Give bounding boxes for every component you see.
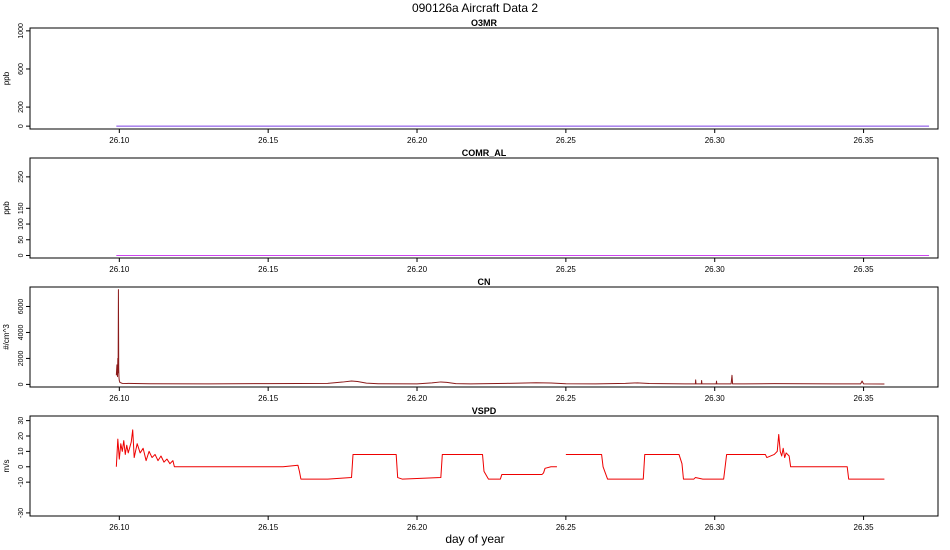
x-tick-label: 26.30 xyxy=(705,394,726,403)
x-tick-label: 26.20 xyxy=(407,394,428,403)
y-tick-label: 250 xyxy=(18,171,25,183)
x-tick-label: 26.15 xyxy=(258,136,279,145)
panel-title: O3MR xyxy=(471,18,498,28)
panel-title: COMR_AL xyxy=(462,148,507,158)
y-tick-label: 0 xyxy=(18,382,25,386)
panel-title: CN xyxy=(478,277,491,287)
x-tick-label: 26.30 xyxy=(705,523,726,532)
plot-frame xyxy=(29,157,939,259)
plot-frame xyxy=(29,286,939,388)
y-tick-label: 0 xyxy=(18,253,25,257)
x-tick-label: 26.15 xyxy=(258,265,279,274)
y-tick-label: 50 xyxy=(18,236,25,244)
y-tick-label: 10 xyxy=(18,447,25,455)
y-tick-label: -30 xyxy=(18,508,25,518)
y-tick-label: -10 xyxy=(18,477,25,487)
y-tick-label: 2000 xyxy=(18,351,25,367)
x-tick-label: 26.20 xyxy=(407,136,428,145)
x-tick-label: 26.35 xyxy=(854,136,875,145)
x-tick-label: 26.10 xyxy=(109,523,130,532)
y-tick-label: 6000 xyxy=(18,299,25,315)
y-tick-label: 200 xyxy=(18,101,25,113)
series-line xyxy=(565,433,885,480)
x-tick-label: 26.20 xyxy=(407,265,428,274)
y-tick-label: 100 xyxy=(18,218,25,230)
figure-title: 090126a Aircraft Data 2 xyxy=(412,1,538,15)
x-tick-label: 26.20 xyxy=(407,523,428,532)
x-tick-label: 26.35 xyxy=(854,523,875,532)
x-tick-label: 26.15 xyxy=(258,523,279,532)
x-tick-label: 26.25 xyxy=(556,523,577,532)
y-tick-label: 20 xyxy=(18,432,25,440)
y-tick-label: 600 xyxy=(18,63,25,75)
plot-frame xyxy=(29,27,939,130)
x-tick-label: 26.15 xyxy=(258,394,279,403)
panel-o3mr: O3MR ppb 0 200 600 1000 26.10 26.15 26.20 26.25 26… xyxy=(2,18,939,145)
x-tick-label: 26.10 xyxy=(109,136,130,145)
y-axis-label: ppb xyxy=(2,201,11,215)
panel-vspd: VSPD m/s -30 -10 0 10 20 30 26.10 26.15 26.20 26.25… xyxy=(2,406,939,532)
y-axis-label: m/s xyxy=(2,460,11,473)
x-tick-label: 26.25 xyxy=(556,265,577,274)
series-line xyxy=(115,429,557,480)
x-tick-label: 26.10 xyxy=(109,394,130,403)
y-tick-label: 0 xyxy=(18,124,25,128)
x-tick-label: 26.35 xyxy=(854,394,875,403)
x-tick-label: 26.25 xyxy=(556,136,577,145)
y-axis-label: #/cm^3 xyxy=(2,324,11,350)
y-tick-label: 150 xyxy=(18,202,25,214)
x-tick-label: 26.25 xyxy=(556,394,577,403)
x-tick-label: 26.30 xyxy=(705,136,726,145)
y-axis-label: ppb xyxy=(2,71,11,85)
x-tick-label: 26.30 xyxy=(705,265,726,274)
y-tick-label: 0 xyxy=(18,465,25,469)
x-tick-label: 26.35 xyxy=(854,265,875,274)
series-line xyxy=(115,289,885,385)
x-axis-label: day of year xyxy=(445,532,504,546)
plot-frame xyxy=(29,415,939,517)
x-tick-label: 26.10 xyxy=(109,265,130,274)
y-tick-label: 4000 xyxy=(18,325,25,341)
y-tick-label: 1000 xyxy=(18,23,25,39)
y-tick-label: 30 xyxy=(18,417,25,425)
panel-cn: CN #/cm^3 0 2000 4000 6000 26.10 26.15 26.20 26.2… xyxy=(2,277,939,403)
panel-title: VSPD xyxy=(472,406,497,416)
